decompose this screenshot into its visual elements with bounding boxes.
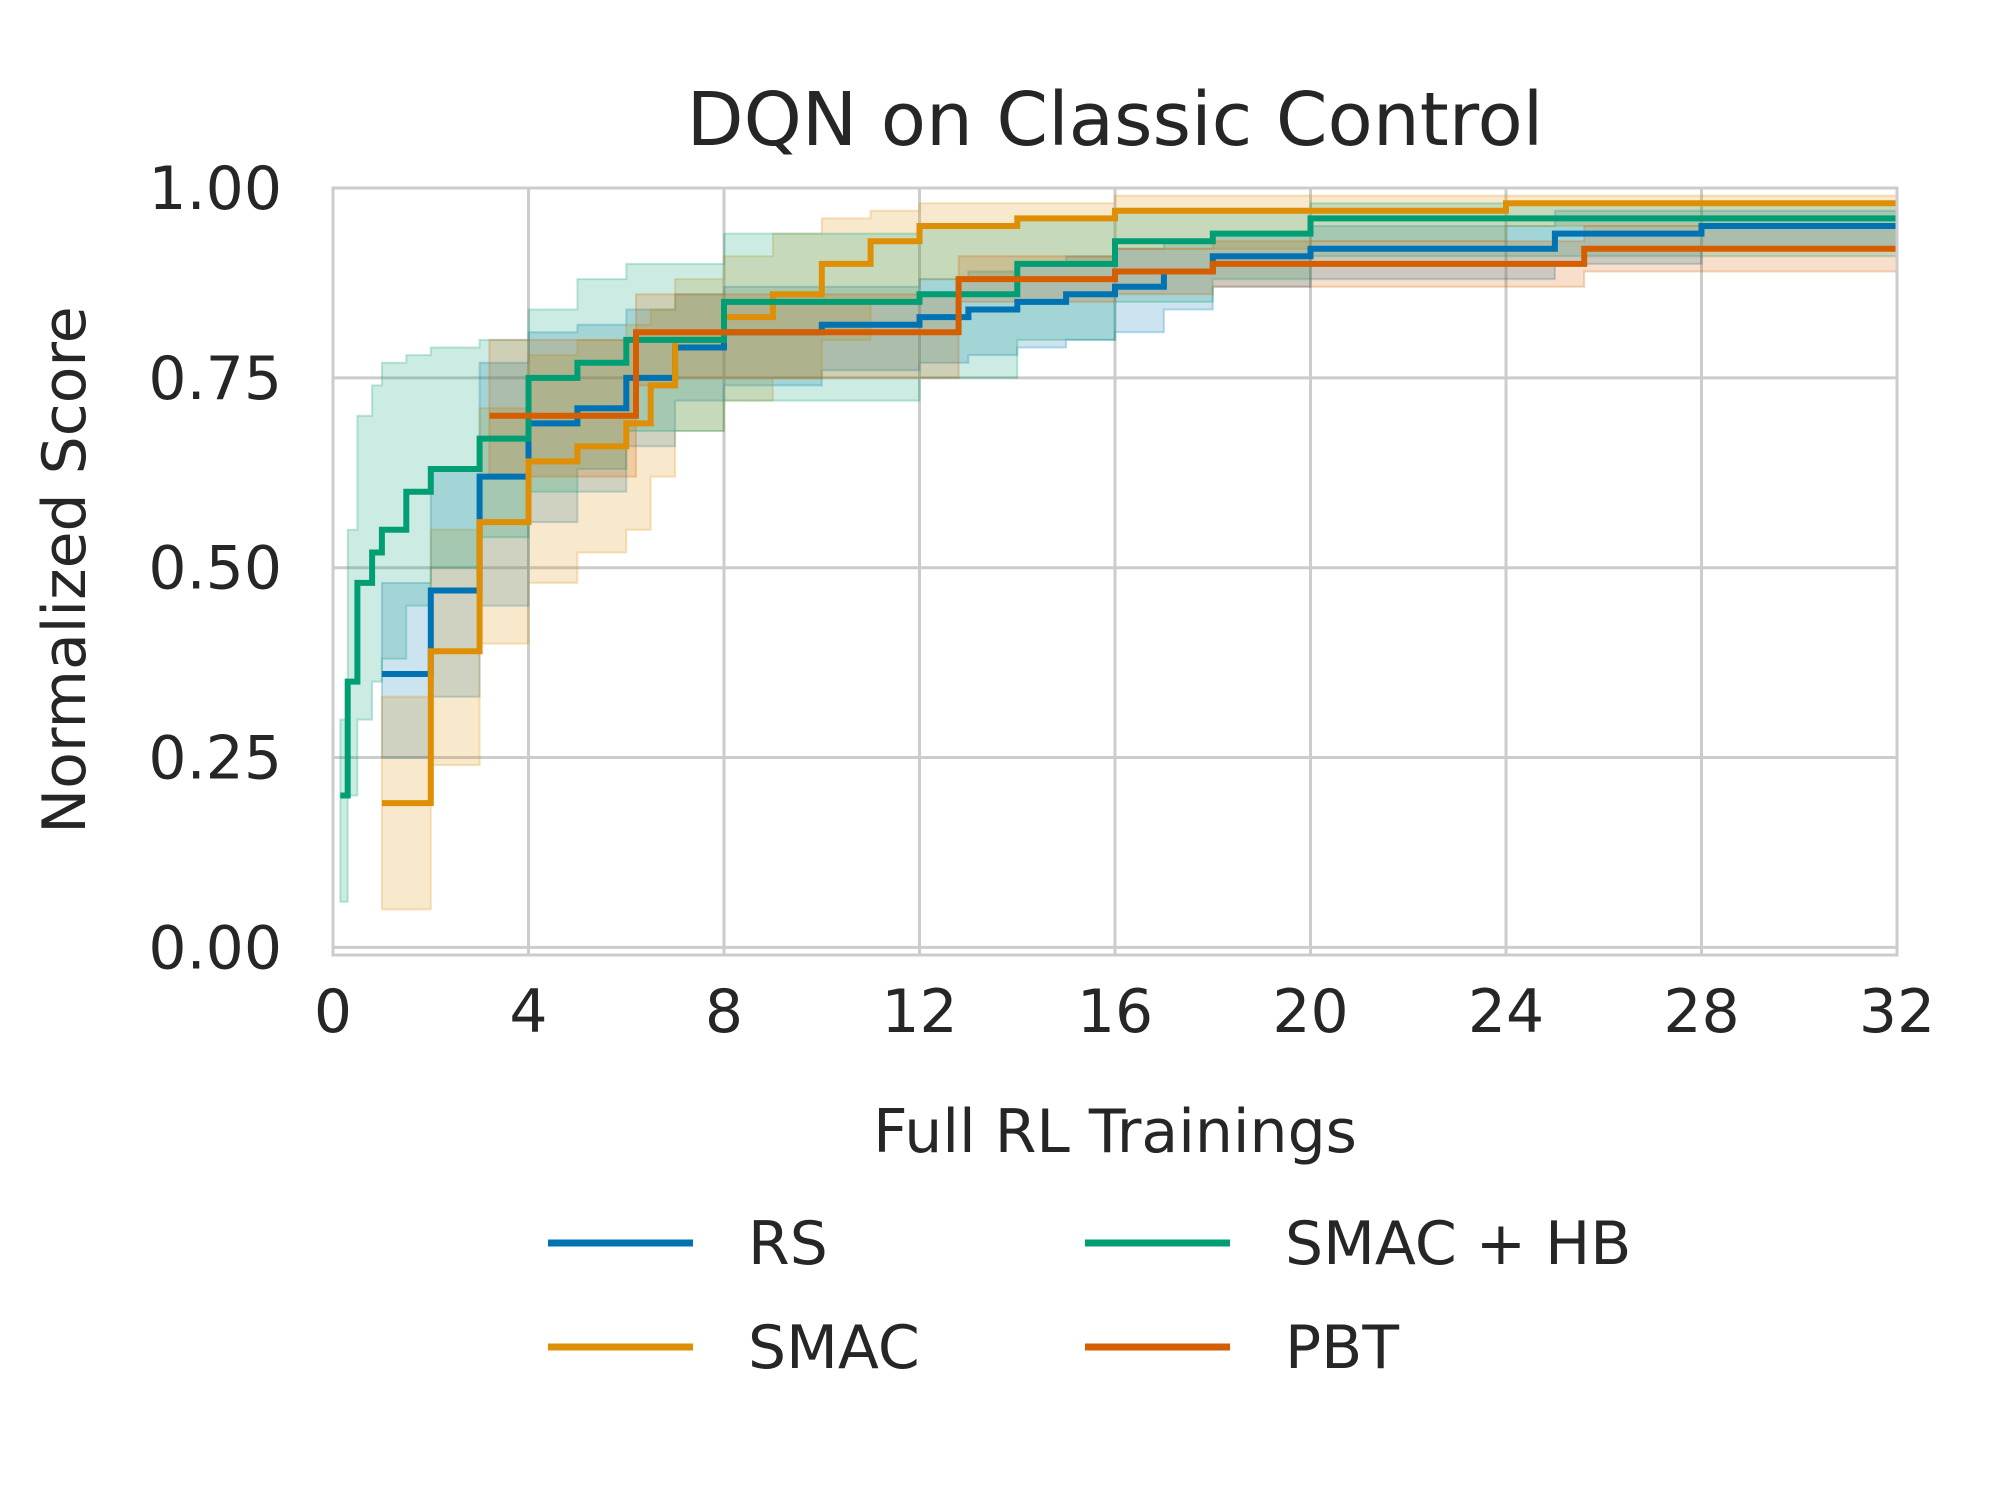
band-smac	[380, 194, 1898, 911]
y-tick-label: 0.00	[148, 913, 282, 983]
y-tick-label: 0.50	[148, 534, 282, 604]
x-tick-labels: 0 4 8 12 16 20 24 28 32	[314, 977, 1935, 1047]
x-tick-label: 28	[1663, 977, 1739, 1047]
series-line-rs	[381, 223, 1897, 677]
legend-label: RS	[748, 1209, 828, 1279]
x-tick-label: 32	[1859, 977, 1935, 1047]
y-tick-label: 0.75	[148, 344, 282, 414]
x-axis-title: Full RL Trainings	[873, 1097, 1357, 1167]
chart-title: DQN on Classic Control	[687, 77, 1544, 163]
legend-label: SMAC	[748, 1313, 920, 1383]
y-axis-title: Normalized Score	[30, 306, 100, 833]
legend: RS SMAC SMAC + HB PBT	[548, 1209, 1631, 1383]
series-line-pbt	[489, 245, 1897, 419]
y-tick-label: 0.25	[148, 724, 282, 794]
series-line-smac-hb	[340, 215, 1897, 799]
plot-frame	[331, 186, 1899, 957]
legend-item-pbt: PBT	[1085, 1313, 1399, 1383]
legend-item-smac-hb: SMAC + HB	[1085, 1209, 1631, 1279]
confidence-bands	[339, 194, 1898, 911]
x-tick-label: 24	[1468, 977, 1544, 1047]
x-tick-label: 16	[1077, 977, 1153, 1047]
x-tick-label: 0	[314, 977, 352, 1047]
y-tick-labels: 0.00 0.25 0.50 0.75 1.00	[148, 154, 282, 983]
legend-label: PBT	[1285, 1313, 1399, 1383]
x-tick-label: 4	[509, 977, 547, 1047]
y-tick-label: 1.00	[148, 154, 282, 224]
x-tick-label: 8	[705, 977, 743, 1047]
legend-label: SMAC + HB	[1285, 1209, 1631, 1279]
legend-item-rs: RS	[548, 1209, 828, 1279]
series-lines	[340, 200, 1897, 807]
x-tick-label: 12	[881, 977, 957, 1047]
legend-item-smac: SMAC	[548, 1313, 920, 1383]
x-tick-label: 20	[1272, 977, 1348, 1047]
